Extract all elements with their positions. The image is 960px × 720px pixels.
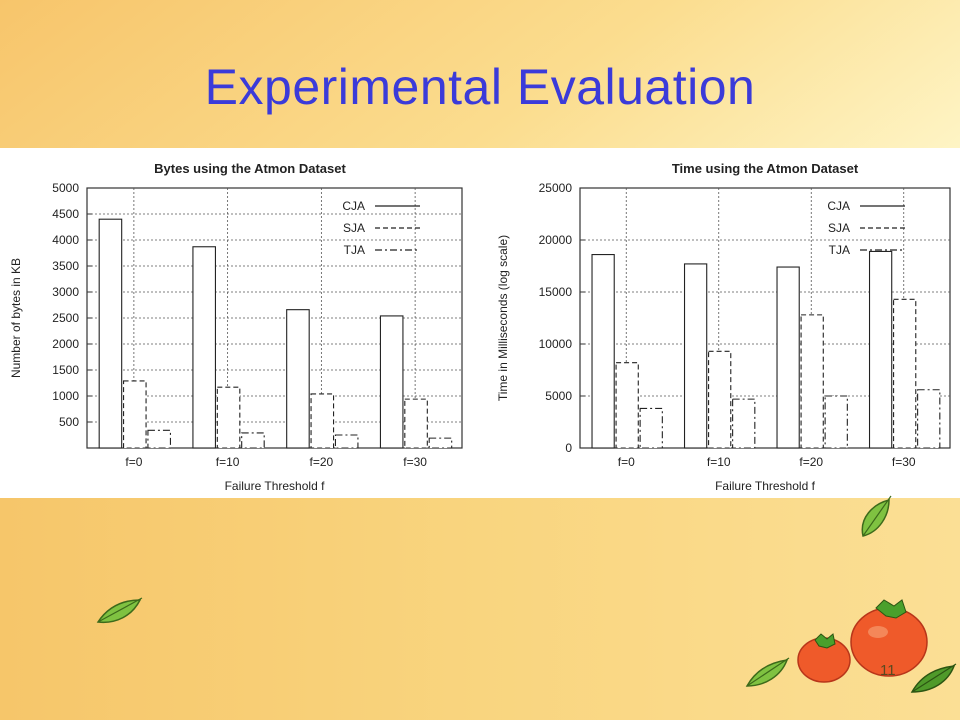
bar-sja <box>216 386 241 449</box>
x-tick-label: f=20 <box>310 455 334 469</box>
x-axis-label: Failure Threshold f <box>715 479 815 493</box>
x-tick-label: f=30 <box>403 455 427 469</box>
x-tick-label: f=10 <box>707 455 731 469</box>
y-tick-label: 3500 <box>52 259 79 273</box>
x-tick-label: f=10 <box>216 455 240 469</box>
chart-title: Bytes using the Atmon Dataset <box>154 161 346 176</box>
leaf-icon <box>861 495 892 537</box>
bar-tja <box>639 407 663 449</box>
bar-sja <box>310 393 335 449</box>
x-tick-label: f=0 <box>618 455 635 469</box>
persimmon-icon <box>850 599 928 677</box>
bar-cja <box>776 266 800 449</box>
bar-tja <box>241 432 265 449</box>
bar-sja <box>800 314 824 449</box>
y-tick-label: 500 <box>59 415 79 429</box>
bar-tja <box>732 398 756 449</box>
bar-sja <box>404 398 428 449</box>
charts-svg: Bytes using the Atmon Dataset 500 1000 1500… <box>9 161 951 493</box>
bar-cja <box>379 315 404 449</box>
bar-tja <box>917 389 941 449</box>
x-tick-label: f=30 <box>892 455 916 469</box>
slide-title: Experimental Evaluation <box>204 59 756 115</box>
bar-tja <box>824 395 848 449</box>
y-tick-label: 2000 <box>52 337 79 351</box>
leaf-icon <box>745 657 790 687</box>
x-tick-label: f=0 <box>125 455 142 469</box>
charts-panel: Bytes using the Atmon Dataset 500 1000 1500… <box>0 148 960 498</box>
bar-cja <box>868 250 893 449</box>
y-tick-label: 4000 <box>52 233 79 247</box>
bar-cja <box>683 263 708 449</box>
bar-cja <box>192 246 216 449</box>
legend-label: CJA <box>342 199 365 213</box>
y-tick-label: 25000 <box>539 181 573 195</box>
y-tick-label: 20000 <box>539 233 573 247</box>
bar-sja <box>893 298 917 449</box>
y-axis-label: Number of bytes in KB <box>9 258 23 378</box>
bar-cja <box>98 218 123 449</box>
y-tick-label: 1000 <box>52 389 79 403</box>
bar-tja <box>428 437 453 449</box>
leaf-icon <box>96 597 143 624</box>
y-tick-label: 15000 <box>539 285 573 299</box>
y-axis-label: Time in Milliseconds (log scale) <box>496 235 510 401</box>
bar-cja <box>286 309 310 449</box>
legend-label: TJA <box>829 243 850 257</box>
legend-label: SJA <box>343 221 365 235</box>
bar-sja <box>708 350 732 449</box>
y-tick-label: 5000 <box>545 389 572 403</box>
y-tick-label: 2500 <box>52 311 79 325</box>
y-tick-label: 10000 <box>539 337 573 351</box>
leaf-icon <box>910 663 957 693</box>
plot-frame <box>579 187 951 449</box>
chart-title: Time using the Atmon Dataset <box>672 161 859 176</box>
slide-background-lower <box>0 498 960 720</box>
y-tick-label: 4500 <box>52 207 79 221</box>
y-tick-label: 1500 <box>52 363 79 377</box>
bar-tja <box>147 429 171 449</box>
x-tick-label: f=20 <box>799 455 823 469</box>
persimmon-icon <box>797 633 851 683</box>
y-tick-label: 0 <box>565 441 572 455</box>
legend-label: SJA <box>828 221 850 235</box>
bar-sja <box>123 380 147 449</box>
y-tick-label: 3000 <box>52 285 79 299</box>
bar-cja <box>591 254 615 449</box>
bar-sja <box>615 362 639 449</box>
x-axis-label: Failure Threshold f <box>225 479 325 493</box>
y-tick-label: 5000 <box>52 181 79 195</box>
page-number: 11 <box>880 662 896 679</box>
legend-label: CJA <box>827 199 850 213</box>
bar-tja <box>334 434 359 449</box>
legend-label: TJA <box>344 243 365 257</box>
